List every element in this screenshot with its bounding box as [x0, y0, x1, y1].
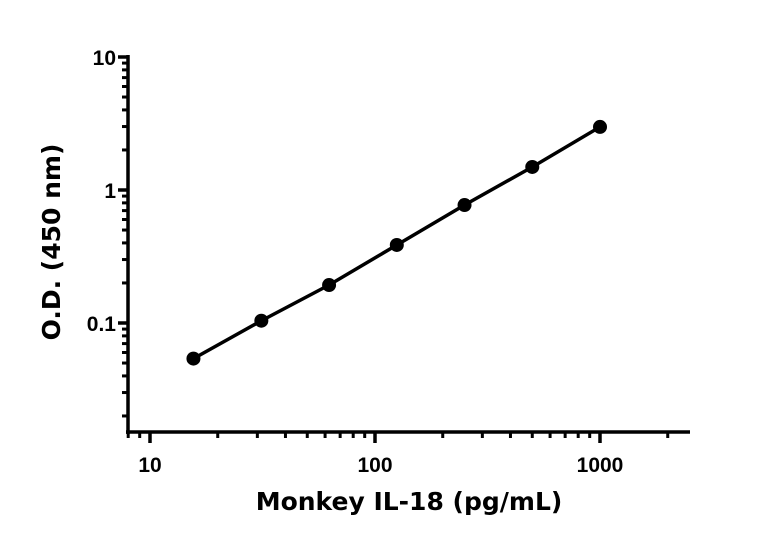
x-tick-label: 100	[357, 454, 392, 477]
data-point-marker	[322, 278, 337, 293]
data-point-marker	[186, 351, 201, 366]
x-axis-title: Monkey IL-18 (pg/mL)	[256, 487, 563, 516]
data-point-marker	[389, 237, 404, 252]
data-point-marker	[254, 313, 269, 328]
y-axis-tick-labels: 0.1 1 10	[87, 47, 117, 336]
y-axis-title: O.D. (450 nm)	[37, 144, 66, 341]
x-axis-major-ticks	[148, 432, 602, 443]
series-markers	[186, 119, 607, 366]
y-tick-label: 10	[93, 47, 116, 70]
y-axis-major-ticks	[118, 55, 128, 325]
x-axis-tick-labels: 10 100 1000	[138, 454, 623, 477]
data-point-marker	[457, 198, 472, 213]
data-point-marker	[593, 119, 607, 134]
y-tick-label: 0.1	[87, 313, 117, 336]
x-tick-label: 1000	[577, 454, 624, 477]
y-tick-label: 1	[104, 180, 116, 203]
data-point-marker	[525, 159, 540, 174]
x-tick-label: 10	[138, 454, 161, 477]
